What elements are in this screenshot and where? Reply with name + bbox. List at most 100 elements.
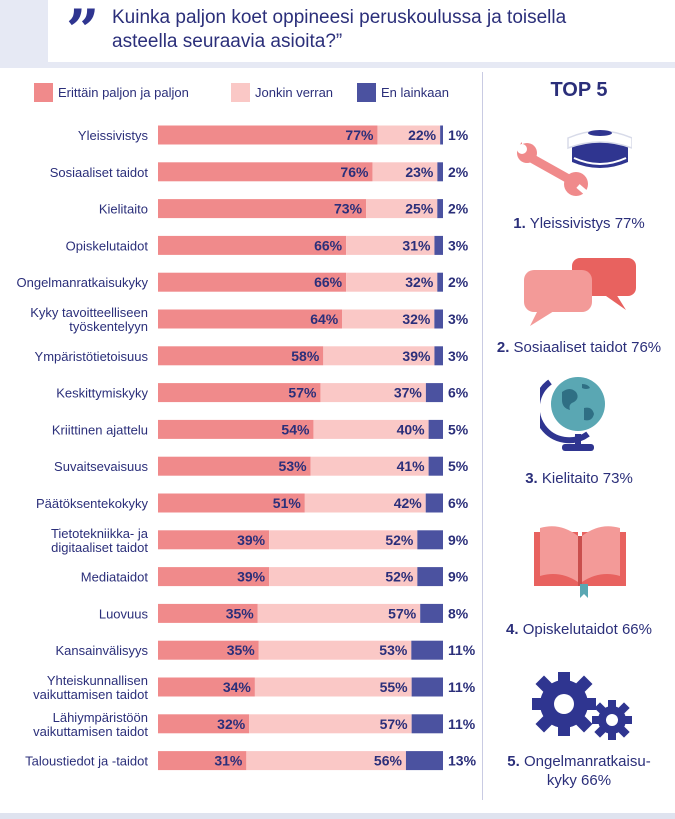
bar-segment <box>425 493 443 513</box>
bar-segment <box>323 346 435 366</box>
bar-segment <box>405 751 443 771</box>
top5-rank-3: 3. <box>525 470 538 487</box>
bar-value-label: 31% <box>402 237 431 253</box>
question-box <box>48 0 675 62</box>
category-label: Kansainvälisyys <box>56 643 149 658</box>
bar-value-label: 55% <box>380 679 409 695</box>
legend-swatch-some <box>231 82 250 102</box>
legend-label-none: En lainkaan <box>381 84 449 100</box>
bar-segment <box>411 677 443 697</box>
bar-segment <box>434 309 443 329</box>
bar-value-label: 39% <box>237 569 266 585</box>
bar-segment <box>411 714 443 734</box>
speech-bubbles-icon <box>524 258 636 326</box>
bar-value-label: 53% <box>379 642 408 658</box>
bar-value-label: 3% <box>448 348 469 364</box>
bar-value-label: 9% <box>448 532 469 548</box>
category-label: Ympäristötietoisuus <box>35 349 149 364</box>
top5-text-5b: kyky 66% <box>546 772 612 789</box>
bar-value-label: 11% <box>448 642 476 658</box>
bar-segment <box>158 751 247 771</box>
legend: Erittäin paljon ja paljon Jonkin verran … <box>0 82 470 102</box>
bar-value-label: 9% <box>448 569 469 585</box>
bar-segment <box>158 235 347 255</box>
category-label: Lähiympäristöön <box>53 710 148 725</box>
bar-segment <box>440 125 443 145</box>
bar-segment <box>304 493 426 513</box>
bar-segment <box>425 383 443 403</box>
bar-segment <box>377 125 441 145</box>
bar-segment <box>437 162 443 182</box>
bar-segment <box>158 603 258 623</box>
bar-value-label: 6% <box>448 385 469 401</box>
legend-label-a-lot: Erittäin paljon ja paljon <box>58 84 189 100</box>
category-label: Mediataidot <box>81 570 149 585</box>
bar-segment <box>428 456 443 476</box>
bar-segment <box>313 419 429 439</box>
bar-segment <box>346 272 438 292</box>
category-label: Sosiaaliset taidot <box>50 165 149 180</box>
bar-segment <box>372 162 438 182</box>
bar-value-label: 2% <box>448 201 469 217</box>
legend-swatch-none <box>357 82 376 102</box>
bar-value-label: 53% <box>279 458 308 474</box>
top5-text-2: Sosiaaliset taidot 76% <box>513 339 662 356</box>
bar-value-label: 32% <box>217 716 246 732</box>
top5-text-4: Opiskelutaidot 66% <box>522 621 652 638</box>
bar-segment <box>417 530 443 550</box>
bottom-strip <box>0 813 675 819</box>
gears-icon <box>532 672 632 740</box>
category-label: Yhteiskunnallisen <box>47 673 148 688</box>
bar-value-label: 56% <box>374 753 403 769</box>
bar-segment <box>158 567 270 587</box>
bar-segment <box>257 603 421 623</box>
bar-segment <box>269 530 418 550</box>
bar-value-label: 73% <box>334 201 363 217</box>
bar-segment <box>420 603 443 623</box>
bar-segment <box>158 346 324 366</box>
bar-value-label: 35% <box>227 642 256 658</box>
bar-segment <box>366 199 438 219</box>
globe-icon <box>540 377 605 451</box>
bar-segment <box>320 383 426 403</box>
bar-value-label: 57% <box>288 385 317 401</box>
bar-segment <box>428 419 443 439</box>
category-label: Päätöksentekokyky <box>36 496 149 511</box>
bar-segment <box>158 162 373 182</box>
top5-item-2: 2. Sosiaaliset taidot 76% <box>483 338 675 357</box>
bar-segment <box>411 640 443 660</box>
top5-rank-4: 4. <box>506 621 519 638</box>
bar-value-label: 52% <box>385 569 414 585</box>
bar-value-label: 6% <box>448 495 469 511</box>
top5-rank-2: 2. <box>496 339 510 356</box>
legend-item-some: Jonkin verran <box>231 82 333 102</box>
bar-segment <box>158 125 378 145</box>
bar-value-label: 5% <box>448 421 469 437</box>
bar-value-label: 66% <box>314 274 343 290</box>
wrench-and-graduation-cap-icon <box>517 130 632 200</box>
bar-value-label: 8% <box>448 605 469 621</box>
bar-segment <box>158 309 343 329</box>
bar-value-label: 2% <box>448 164 469 180</box>
top5-text-1: Yleissivistys 77% <box>529 215 645 232</box>
top5-title: TOP 5 <box>550 79 608 101</box>
legend-label-some: Jonkin verran <box>255 84 334 100</box>
bar-segment <box>249 714 412 734</box>
category-label: Kielitaito <box>99 202 148 217</box>
bar-segment <box>434 235 443 255</box>
category-label: työskentelyyn <box>69 319 148 334</box>
category-label: vaikuttamisen taidot <box>33 687 148 702</box>
category-label: digitaaliset taidot <box>51 540 148 555</box>
open-book-icon <box>534 526 626 598</box>
category-label: Keskittymiskyky <box>56 386 148 401</box>
bar-segment <box>158 493 305 513</box>
bar-value-label: 22% <box>408 127 437 143</box>
bar-value-label: 66% <box>314 237 343 253</box>
bar-segment <box>269 567 418 587</box>
bar-segment <box>437 199 443 219</box>
bar-value-label: 3% <box>448 311 469 327</box>
category-label: Luovuus <box>99 606 149 621</box>
bar-value-label: 1% <box>448 127 469 143</box>
bar-value-label: 77% <box>345 127 374 143</box>
top5-item-4: 4. Opiskelutaidot 66% <box>483 620 675 639</box>
